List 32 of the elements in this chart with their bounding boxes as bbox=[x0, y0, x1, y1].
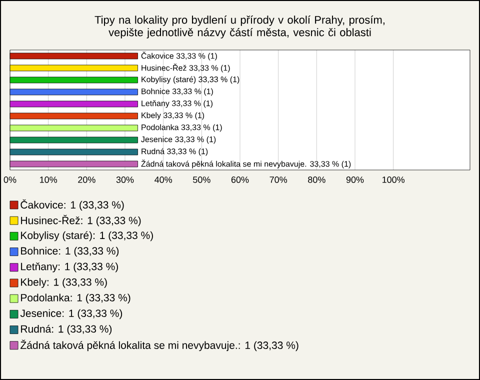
legend-label: Bohnice: 1 (33,33 %) bbox=[21, 246, 119, 257]
legend-label: Letňany: 1 (33,33 %) bbox=[21, 262, 118, 272]
data-label: Bohnice 33,33 % (1) bbox=[142, 88, 213, 96]
legend-label: Jesenice: 1 (33,33 %) bbox=[20, 309, 122, 320]
x-tick-label: 60% bbox=[231, 176, 249, 183]
data-label: Kbely 33,33 % (1) bbox=[142, 112, 204, 120]
data-label: Jesenice 33,33 % (1) bbox=[141, 136, 216, 144]
x-tick-label: 10% bbox=[40, 176, 58, 183]
data-label: Rudná 33,33 % (1) bbox=[142, 148, 208, 156]
legend-label: Kobylisy (staré): 1 (33,33 %) bbox=[21, 231, 153, 242]
data-label: Letňany 33,33 % (1) bbox=[142, 100, 212, 108]
x-tick-label: 100% bbox=[382, 176, 405, 183]
x-tick-label: 80% bbox=[308, 176, 326, 183]
data-label: Žádná taková pěkná lokalita se mi nevybavuje. 33,33 % (1) bbox=[141, 160, 351, 168]
legend-label: Čakovice: 1 (33,33 %) bbox=[20, 199, 124, 211]
data-label: Kobylisy (staré) 33,33 % (1) bbox=[142, 76, 240, 84]
data-label: Husinec-Řež 33,33 % (1) bbox=[142, 64, 230, 72]
x-tick-label: 90% bbox=[346, 176, 364, 183]
x-tick-label: 50% bbox=[193, 176, 210, 183]
x-tick-label: 20% bbox=[78, 176, 96, 183]
legend-label: Husinec-Řež: 1 (33,33 %) bbox=[21, 214, 141, 226]
legend-label: Kbely: 1 (33,33 %) bbox=[21, 278, 107, 288]
data-label: Podolanka 33,33 % (1) bbox=[142, 124, 222, 132]
x-tick-label: 30% bbox=[116, 176, 134, 183]
x-tick-label: 40% bbox=[154, 176, 172, 183]
x-tick-label: 0% bbox=[4, 176, 16, 183]
legend-label: Rudná: 1 (33,33 %) bbox=[21, 324, 112, 335]
data-label: Čakovice 33,33 % (1) bbox=[141, 52, 217, 60]
legend-label: Žádná taková pěkná lokalita se mi nevybavuje.: 1 (33,33 %) bbox=[20, 340, 298, 352]
x-tick-label: 70% bbox=[270, 176, 288, 183]
legend-label: Podolanka: 1 (33,33 %) bbox=[21, 294, 130, 304]
chart-title: Tipy na lokality pro bydlení u přírody v okolí Prahy, prosím, vepište jednotlivě názvy částí města, vesnic či oblasti bbox=[94, 16, 384, 38]
